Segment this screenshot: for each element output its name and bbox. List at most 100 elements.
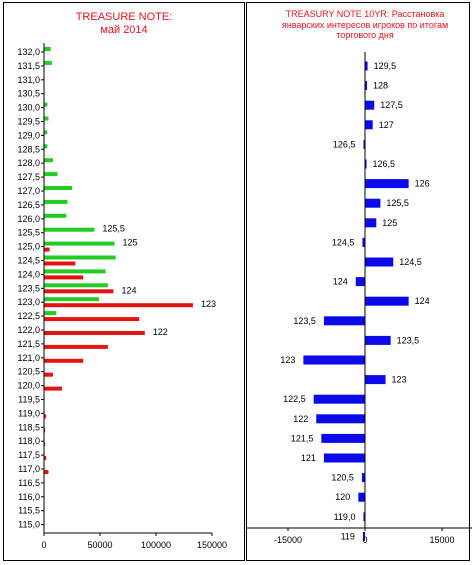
red-bar [44, 303, 193, 308]
bar-annotation: 122 [153, 327, 168, 337]
bar-label: 126,5 [333, 139, 356, 149]
y-tick-label: 130,0 [17, 103, 40, 113]
y-tick-label: 116,5 [18, 478, 40, 488]
x-tick-label: 0 [41, 540, 46, 550]
blue-bar [362, 531, 365, 541]
y-tick-label: 125,0 [17, 242, 40, 252]
bar-label: 127,5 [380, 100, 403, 110]
bar-label: 119,0 [334, 512, 356, 522]
bar-label: 122 [293, 414, 308, 424]
red-bar [44, 456, 47, 461]
y-tick-label: 119,5 [18, 395, 40, 405]
left-panel [3, 2, 245, 561]
y-tick-label: 117,5 [18, 450, 40, 460]
y-tick-label: 121,0 [17, 353, 40, 363]
blue-bar [365, 120, 373, 130]
red-bar [44, 331, 145, 335]
y-tick-label: 118,5 [18, 422, 40, 432]
right-bar-chart: 129,5 128 127,5 127 126,5 126,5 126 125,5 125 124… [246, 52, 472, 545]
red-bar [44, 344, 108, 349]
red-bar [44, 470, 49, 474]
green-bar [44, 227, 95, 232]
bar-label: 124,5 [399, 257, 422, 267]
x-tick-label: 0 [362, 535, 367, 545]
green-bar [44, 47, 51, 51]
y-tick-label: 122,0 [17, 325, 40, 335]
bar-label: 123,5 [397, 335, 420, 345]
red-bar [44, 358, 84, 363]
bar-label: 124 [415, 296, 430, 306]
blue-bar [365, 218, 377, 228]
bar-label: 124,5 [332, 237, 355, 247]
bar-label: 127 [379, 120, 394, 130]
y-tick-label: 126,0 [17, 214, 40, 224]
y-tick-label: 122,5 [17, 311, 40, 321]
y-tick-label: 119,0 [18, 408, 40, 418]
y-tick-label: 131,0 [17, 75, 40, 85]
blue-bar [355, 277, 365, 287]
bar-label: 121,5 [291, 433, 314, 443]
y-tick-label: 117,0 [18, 464, 40, 474]
bar-annotation: 124 [121, 285, 136, 295]
bar-label: 123 [280, 355, 295, 365]
red-bar [44, 289, 114, 294]
blue-bar [321, 433, 365, 443]
bar-label: 120,5 [331, 473, 354, 483]
blue-bar [365, 257, 394, 267]
blue-bar [363, 512, 365, 522]
green-bar [44, 199, 68, 204]
green-bar [44, 269, 106, 274]
bar-label: 122,5 [283, 394, 306, 404]
green-bar [44, 116, 49, 121]
green-bar [44, 311, 57, 316]
y-tick-label: 125,5 [17, 228, 40, 238]
y-tick-label: 124,5 [17, 256, 40, 266]
y-tick-label: 115,0 [18, 520, 40, 530]
green-bar [44, 60, 52, 65]
bar-label: 126,5 [373, 159, 396, 169]
y-tick-label: 128,0 [17, 158, 40, 168]
green-bar [44, 130, 48, 135]
blue-bar [365, 296, 409, 306]
blue-bar [365, 61, 368, 71]
bar-label: 123,5 [293, 316, 316, 326]
bar-label: 124 [333, 277, 348, 287]
x-tick-label: 150000 [197, 540, 227, 550]
bar-label: 125 [382, 218, 397, 228]
right-chart-title: TREASURY NOTE 10YR: Расстановка январски… [281, 9, 449, 40]
red-bar [44, 386, 62, 391]
y-tick-label: 120,0 [17, 381, 40, 391]
y-tick-label: 118,0 [18, 436, 40, 446]
bar-label: 126 [415, 179, 430, 189]
bar-annotation: 123 [201, 299, 216, 309]
bar-annotation: 125 [123, 238, 138, 248]
green-bar [44, 172, 58, 177]
y-tick-label: 116,0 [18, 492, 40, 502]
blue-bar [313, 394, 365, 404]
red-bar [44, 317, 140, 322]
red-bar [44, 275, 84, 280]
left-chart-title: TREASURE NOTE: [75, 11, 173, 23]
red-bar [44, 414, 47, 419]
green-bar [44, 255, 116, 260]
green-bar [44, 213, 67, 218]
red-bar [44, 442, 46, 447]
x-tick-label: 100000 [141, 540, 171, 550]
left-bar-chart: 132,0 131,5 131,0 130,5 130,0 129,5 129,0 128,5… [17, 43, 227, 550]
y-tick-label: 131,5 [17, 61, 40, 71]
y-tick-label: 129,5 [17, 117, 40, 127]
bar-label: 123 [392, 375, 407, 385]
bar-label: 120 [335, 492, 350, 502]
y-tick-label: 127,0 [17, 186, 40, 196]
blue-bar [365, 375, 386, 385]
blue-bar [316, 414, 365, 424]
blue-bar [323, 453, 365, 463]
left-chart-subtitle: май 2014 [100, 24, 148, 36]
red-bar [44, 372, 53, 377]
blue-bar [365, 198, 381, 208]
blue-bar [358, 492, 365, 502]
bar-annotation: 125,5 [102, 224, 125, 234]
green-bar [44, 102, 48, 107]
x-tick-label: -15000 [274, 535, 302, 545]
